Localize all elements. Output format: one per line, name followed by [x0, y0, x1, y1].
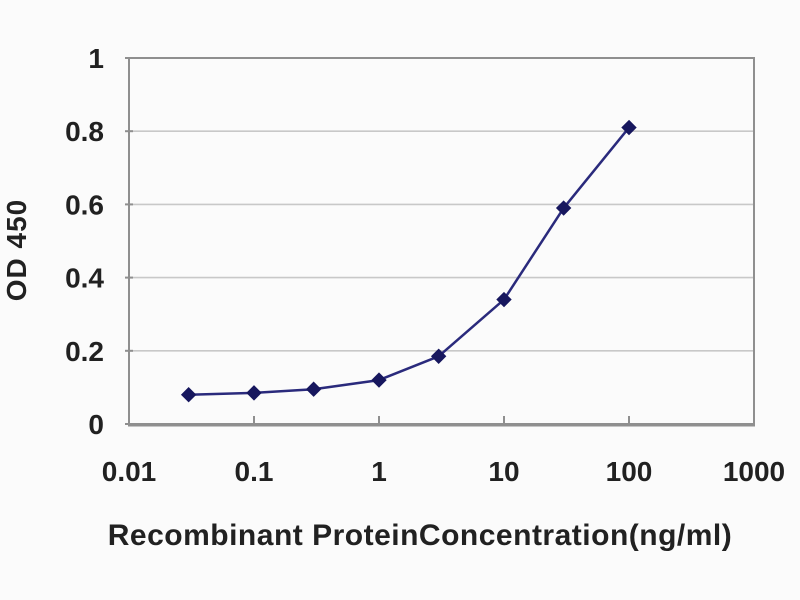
data-point	[246, 385, 262, 401]
x-tick-label: 1000	[723, 456, 785, 487]
y-tick-label: 0.8	[65, 116, 104, 147]
data-point	[555, 200, 572, 216]
x-tick-label: 10	[488, 456, 519, 487]
plot-border	[128, 57, 755, 425]
y-tick-label: 0.4	[65, 263, 104, 294]
x-axis-title: Recombinant ProteinConcentration(ng/ml)	[107, 519, 733, 552]
data-point	[621, 119, 637, 136]
data-point	[496, 291, 512, 308]
y-axis-title: OD 450	[1, 198, 32, 302]
data-point	[305, 381, 322, 397]
data-point	[430, 348, 447, 364]
data-point	[180, 387, 197, 403]
x-tick-label: 1	[371, 456, 387, 487]
x-tick-label: 0.01	[102, 456, 157, 487]
y-tick-label: 0	[88, 409, 104, 440]
x-tick-label: 0.1	[235, 456, 274, 487]
data-point	[371, 372, 387, 388]
x-tick-label: 100	[606, 456, 653, 487]
series-line	[188, 126, 630, 396]
y-tick-label: 0.2	[65, 336, 104, 367]
y-tick-label: 0.6	[65, 189, 104, 220]
y-tick-label: 1	[88, 43, 104, 74]
